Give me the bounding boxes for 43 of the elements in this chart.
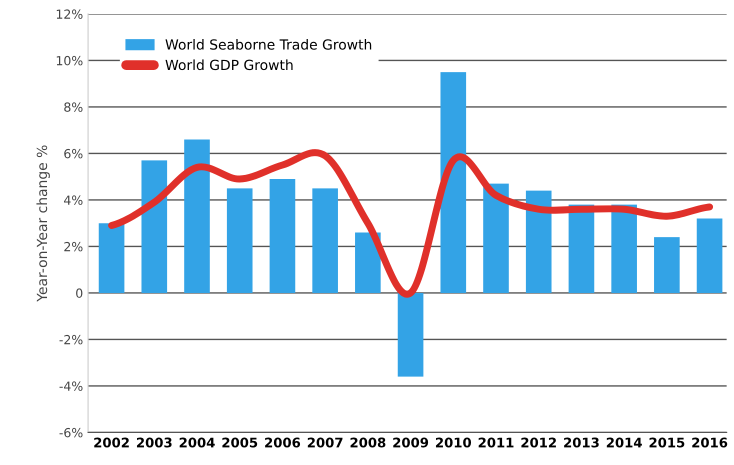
bar <box>184 140 210 293</box>
x-tick-label: 2012 <box>521 438 556 448</box>
y-tick-label: 12% <box>56 9 83 19</box>
y-tick-label: 4% <box>64 195 83 205</box>
bar <box>483 184 509 293</box>
bar <box>440 72 466 293</box>
bar <box>98 223 124 293</box>
x-tick-label: 2004 <box>180 438 215 448</box>
x-tick-label: 2010 <box>436 438 472 448</box>
y-tick-label: 0 <box>76 288 82 298</box>
y-tick-label: 6% <box>64 148 83 158</box>
y-tick-label: -2% <box>59 334 83 344</box>
x-tick-label: 2016 <box>692 438 728 448</box>
y-axis-title: Year-on-Year change % <box>36 145 50 302</box>
bar <box>526 190 552 293</box>
y-tick-label: 8% <box>64 102 83 112</box>
bar <box>355 232 381 293</box>
bar <box>270 179 296 293</box>
x-tick-label: 2008 <box>350 438 386 448</box>
y-tick-label: 2% <box>64 242 83 252</box>
bar <box>141 160 168 293</box>
bar <box>568 204 594 293</box>
bar <box>398 292 424 377</box>
bar <box>312 188 338 293</box>
x-tick-label: 2005 <box>222 438 258 448</box>
bar <box>611 204 637 293</box>
bar <box>226 188 253 293</box>
x-tick-label: 2007 <box>308 438 342 448</box>
y-tick-label: -6% <box>59 428 83 438</box>
y-tick-label: -4% <box>59 381 83 391</box>
legend-label: World GDP Growth <box>165 59 293 70</box>
x-tick-label: 2002 <box>94 438 129 448</box>
bar <box>654 237 680 293</box>
x-tick-label: 2013 <box>564 438 599 448</box>
x-tick-label: 2015 <box>650 438 684 448</box>
x-tick-label: 2003 <box>136 438 172 448</box>
legend-label: World Seaborne Trade Growth <box>165 39 372 50</box>
x-tick-label: 2006 <box>265 438 300 448</box>
x-tick-label: 2009 <box>393 438 428 448</box>
x-tick-label: 2014 <box>606 438 642 448</box>
bar <box>696 218 722 293</box>
y-tick-label: 10% <box>56 56 83 66</box>
x-tick-label: 2011 <box>478 438 514 448</box>
